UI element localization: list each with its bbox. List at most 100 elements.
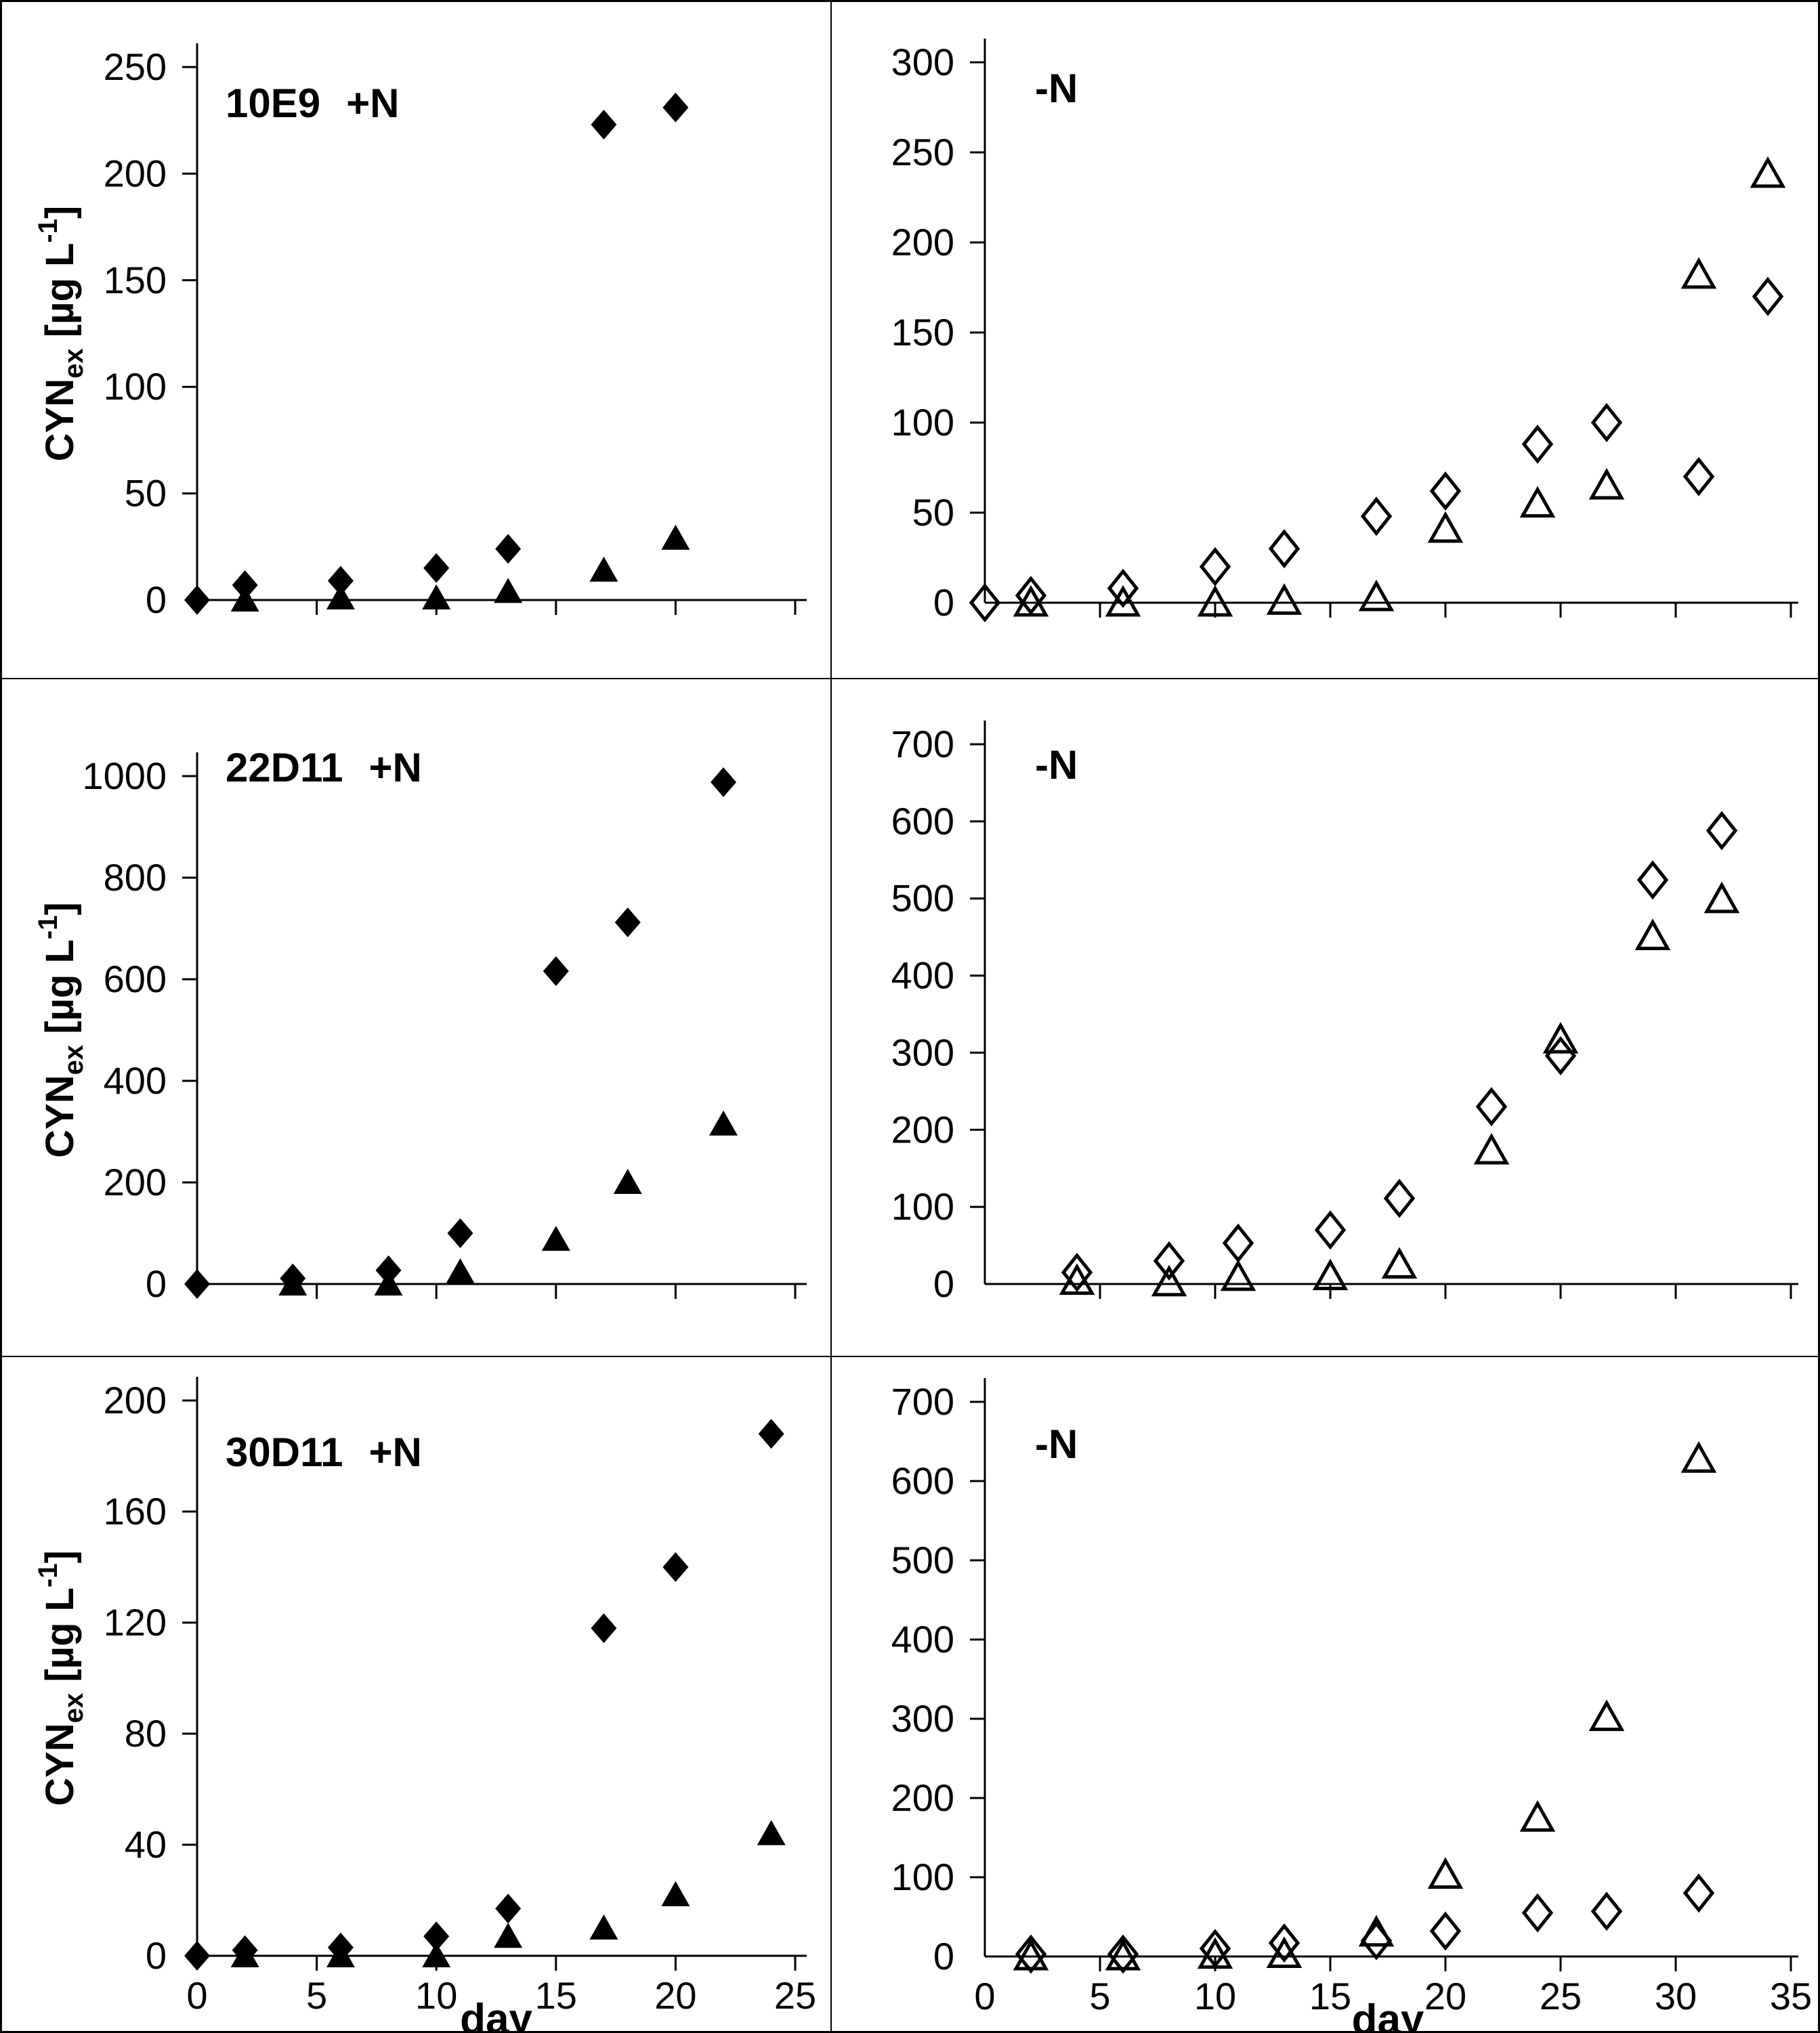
y-tick-label: 250 — [104, 45, 167, 88]
y-tick-label: 80 — [125, 1712, 167, 1755]
scatter-plot: 0 100 200 300 400 500 600 700 -N — [891, 721, 1798, 1305]
data-point-open-diamond — [1107, 1934, 1139, 1974]
y-tick-label: 700 — [891, 1380, 954, 1423]
data-point-filled-diamond — [184, 1941, 210, 1971]
series-filled-triangle — [278, 1110, 738, 1296]
panel-10e9-plus-n: 0 50 100 150 200 250 10E9 +N CYNex [µg L-1] — [2, 2, 831, 679]
x-axis-label: day — [460, 1996, 532, 2033]
y-tick-label: 200 — [891, 1776, 954, 1819]
panel-title-condition: -N — [1035, 742, 1078, 788]
data-point-open-diamond — [1107, 568, 1139, 608]
y-tick-label: 0 — [933, 1935, 954, 1977]
data-point-filled-triangle — [589, 1914, 618, 1940]
series-filled-diamond — [184, 1419, 784, 1971]
data-point-open-triangle — [1266, 1936, 1303, 1968]
panel-22d11-minus-n: 0 100 200 300 400 500 600 700 -N — [831, 679, 1818, 1356]
data-point-open-diamond — [1360, 496, 1393, 536]
data-point-filled-triangle — [230, 1942, 259, 1967]
y-tick-label: 0 — [146, 1262, 167, 1305]
y-tick-label: 50 — [125, 472, 167, 515]
panel-title-strain: 10E9 — [226, 81, 320, 126]
y-tick-label: 100 — [891, 401, 954, 444]
panel-30d11-minus-n: 0 100 200 300 400 500 600 700 0 5 10 15 20 25 30 35 -N da… — [831, 1356, 1818, 2033]
data-point-open-diamond — [1015, 576, 1047, 616]
data-point-open-diamond — [1636, 860, 1669, 900]
data-point-open-diamond — [1752, 276, 1784, 316]
data-point-filled-diamond — [447, 1218, 473, 1248]
y-tick-label: 400 — [891, 1618, 954, 1661]
data-point-open-triangle — [1220, 1259, 1256, 1291]
data-point-open-diamond — [1383, 1178, 1416, 1218]
y-axis-label-sup: -1 — [33, 219, 63, 243]
data-point-filled-diamond — [327, 565, 354, 596]
scatter-plot: 0 50 100 150 200 250 300 -N — [891, 39, 1798, 624]
scatter-plot: 0 50 100 150 200 250 10E9 +N CYNex [µg L-1] — [33, 43, 807, 621]
series-open-triangle — [1059, 881, 1740, 1297]
y-axis-label-unit: [µg L — [38, 939, 82, 1045]
data-point-filled-diamond — [662, 92, 689, 123]
y-tick-label: 0 — [933, 581, 954, 624]
data-point-filled-triangle — [709, 1110, 738, 1136]
data-point-open-diamond — [1360, 1921, 1393, 1961]
data-point-filled-triangle — [661, 1881, 690, 1906]
data-point-open-diamond — [1429, 471, 1462, 511]
data-point-filled-diamond — [662, 1552, 689, 1582]
panel-title-condition: +N — [346, 81, 399, 126]
y-tick-label: 600 — [891, 1459, 954, 1502]
scatter-plot: 0 100 200 300 400 500 600 700 0 5 10 15 20 25 30 35 -N da… — [891, 1378, 1812, 2033]
data-point-open-diamond — [1061, 1252, 1093, 1292]
y-axis-label-base: CYN — [38, 1075, 82, 1157]
y-tick-label: 160 — [104, 1490, 167, 1533]
data-point-filled-triangle — [494, 578, 523, 603]
y-tick-label: 1000 — [82, 754, 167, 797]
y-tick-label: 200 — [104, 152, 167, 194]
y-tick-label: 300 — [891, 41, 954, 83]
data-point-open-triangle — [1105, 1938, 1141, 1971]
data-point-open-diamond — [1429, 1911, 1462, 1951]
y-axis-label-base: CYN — [38, 379, 82, 461]
data-point-open-triangle — [1266, 583, 1303, 615]
x-tick-label: 0 — [974, 1975, 995, 2017]
x-tick-label: 0 — [186, 1974, 207, 2017]
data-point-open-triangle — [1680, 1441, 1717, 1473]
x-tick-label: 10 — [415, 1974, 457, 2017]
data-point-filled-diamond — [423, 553, 450, 583]
series-open-diamond — [1061, 811, 1738, 1292]
data-point-filled-diamond — [184, 1269, 210, 1299]
y-axis-label: CYNex [µg L-1] — [33, 902, 89, 1158]
panel-title-strain: 30D11 — [226, 1430, 343, 1475]
panel-title-condition: -N — [1035, 66, 1078, 111]
x-axis-label: day — [1352, 1996, 1424, 2033]
y-tick-label: 100 — [891, 1185, 954, 1228]
data-point-filled-triangle — [326, 584, 355, 609]
series-open-triangle — [1013, 1441, 1717, 1971]
data-point-open-triangle — [1634, 918, 1671, 951]
data-point-filled-triangle — [541, 1226, 570, 1251]
data-point-open-triangle — [1588, 1699, 1625, 1732]
data-point-filled-triangle — [326, 1942, 355, 1967]
y-tick-label: 100 — [891, 1856, 954, 1898]
data-point-filled-diamond — [591, 1613, 617, 1644]
panel-title-condition: -N — [1035, 1421, 1078, 1467]
x-tick-label: 5 — [1089, 1975, 1110, 2017]
y-axis-label-sub: ex — [59, 1693, 89, 1724]
data-point-filled-triangle — [422, 584, 451, 609]
data-point-filled-triangle — [661, 524, 690, 550]
data-point-filled-triangle — [494, 1923, 523, 1948]
column-divider — [830, 2, 832, 2031]
data-point-filled-diamond — [543, 956, 569, 986]
data-point-filled-diamond — [375, 1255, 402, 1285]
data-point-open-triangle — [1358, 1914, 1395, 1947]
y-tick-label: 400 — [891, 954, 954, 997]
data-point-open-diamond — [1706, 811, 1738, 851]
panel-22d11-plus-n: 0 200 400 600 800 1000 22D11 +N CYNex [µg L-1] — [2, 679, 831, 1356]
series-open-diamond — [1015, 1873, 1715, 1974]
data-point-open-diamond — [1153, 1241, 1185, 1281]
scatter-plot: 0 40 80 120 160 200 0 5 10 15 20 25 30D11 +N CYNex [µg… — [33, 1377, 816, 2033]
data-point-open-diamond — [1314, 1210, 1347, 1250]
x-tick-label: 25 — [1540, 1975, 1582, 2017]
y-axis-label-unit-close: ] — [38, 902, 82, 915]
data-point-open-diamond — [1521, 424, 1554, 464]
data-point-open-triangle — [1542, 1021, 1579, 1054]
panel-30d11-plus-n: 0 40 80 120 160 200 0 5 10 15 20 25 30D11 +N CYNex [µg… — [2, 1356, 831, 2033]
